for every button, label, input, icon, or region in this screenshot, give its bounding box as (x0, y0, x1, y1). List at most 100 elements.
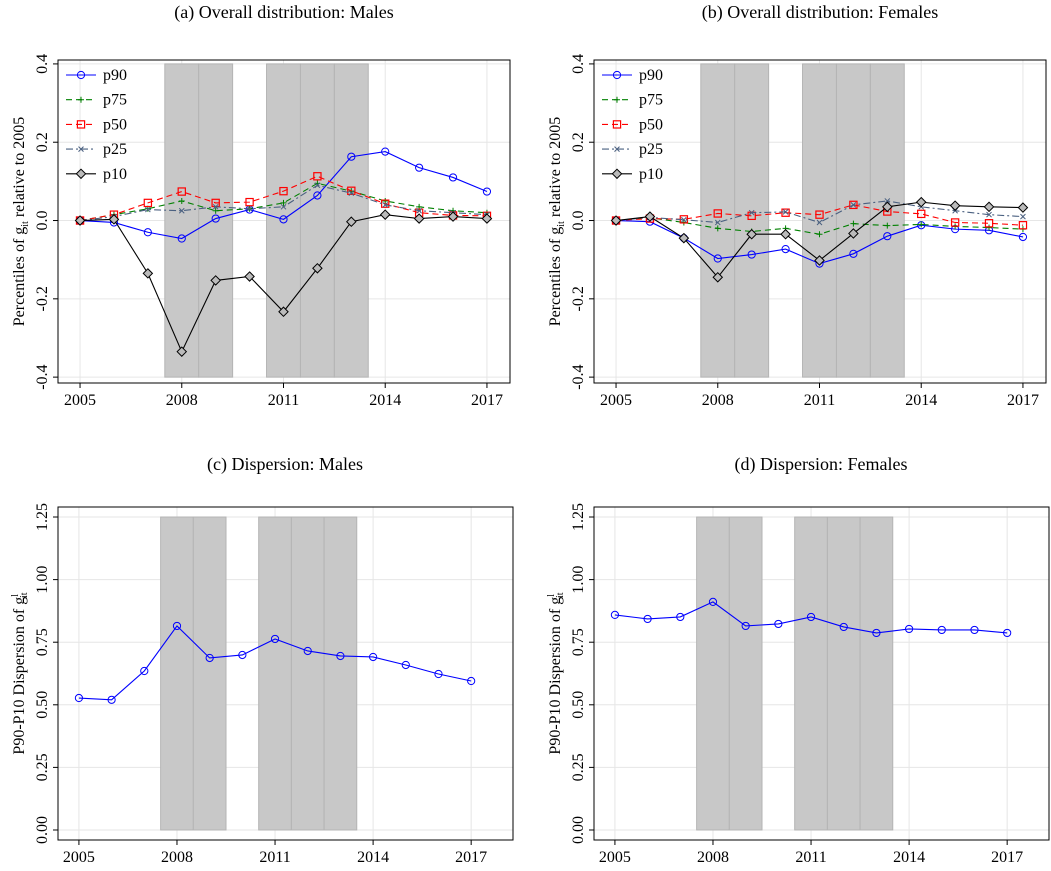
marker (447, 211, 459, 222)
marker (212, 207, 219, 214)
shaded-band (192, 516, 227, 831)
legend-label: p50 (103, 116, 127, 133)
marker (280, 199, 287, 206)
marker (849, 200, 858, 210)
marker (246, 205, 253, 212)
marker (177, 187, 186, 196)
legend-marker (75, 168, 87, 180)
shaded-band (696, 516, 730, 831)
series-line (616, 204, 1023, 226)
shaded-band (266, 63, 301, 378)
marker (872, 628, 881, 638)
marker (413, 213, 425, 224)
marker (986, 224, 993, 231)
shaded-band (802, 63, 837, 378)
marker (1017, 202, 1029, 213)
plot-frame (57, 506, 514, 841)
marker (708, 597, 718, 606)
legend-marker (611, 168, 623, 180)
marker (481, 213, 493, 224)
y-tick-label: -0.2 (34, 286, 51, 311)
marker (346, 216, 357, 228)
x-tick-label: 2008 (702, 392, 734, 409)
shaded-band (323, 516, 358, 831)
shaded-band (869, 63, 905, 378)
y-tick-label: 0.00 (34, 816, 51, 844)
chart-title: (a) Overall distribution: Males (174, 2, 393, 23)
marker (713, 209, 722, 218)
marker (850, 220, 857, 227)
y-axis-label: P90-P10 Dispersion of glit (546, 592, 566, 754)
marker (949, 200, 961, 211)
y-tick-label: 0.75 (34, 628, 51, 656)
marker (313, 172, 322, 181)
legend-marker (76, 120, 86, 129)
x-tick-label: 2005 (600, 392, 632, 409)
y-axis-label: Percentiles of git relative to 2005 (11, 117, 31, 327)
y-tick-label: 0.25 (34, 753, 51, 781)
marker (279, 186, 288, 196)
marker (849, 249, 858, 258)
marker (348, 190, 355, 196)
shaded-band (734, 63, 770, 378)
marker (905, 624, 914, 634)
chart-title: (c) Dispersion: Males (207, 454, 363, 475)
y-axis-label-part: P90-P10 Dispersion of g (11, 597, 28, 755)
marker (814, 255, 825, 266)
marker (244, 271, 255, 282)
x-tick-label: 2017 (991, 849, 1023, 866)
marker (815, 210, 824, 219)
x-tick-label: 2011 (259, 849, 290, 866)
marker (644, 211, 656, 222)
marker (714, 225, 721, 232)
marker (678, 232, 690, 244)
marker (848, 228, 859, 239)
marker (142, 268, 154, 279)
x-tick-label: 2011 (795, 849, 826, 866)
marker (610, 215, 622, 226)
shaded-band (826, 516, 861, 831)
y-tick-label: 1.25 (570, 503, 587, 531)
shaded-band (198, 63, 234, 378)
y-axis-label-part: relative to 2005 (11, 117, 28, 221)
marker (816, 219, 823, 226)
shaded-band (835, 63, 871, 378)
y-axis-label: P90-P10 Dispersion of glit (10, 592, 30, 754)
series-line (79, 175, 487, 222)
x-tick-label: 2014 (893, 849, 925, 866)
shaded-band (164, 63, 200, 378)
legend: p90 p75 p50 p25 p10 (602, 67, 663, 183)
legend-label: p50 (639, 116, 663, 133)
x-tick-label: 2014 (357, 849, 389, 866)
marker (915, 196, 927, 208)
marker (416, 207, 422, 214)
y-tick-label: 0.0 (34, 211, 51, 231)
marker (238, 650, 247, 660)
y-axis-label-part: it (556, 221, 567, 227)
marker (279, 215, 288, 224)
shaded-band (160, 516, 194, 831)
marker (983, 201, 995, 213)
x-tick-label: 2008 (166, 392, 198, 409)
marker (741, 621, 750, 631)
marker (107, 695, 116, 704)
x-tick-label: 2005 (599, 849, 631, 866)
marker (280, 203, 287, 210)
y-tick-label: 1.00 (570, 566, 587, 594)
marker (74, 215, 86, 226)
marker (205, 653, 214, 663)
x-tick-label: 2008 (161, 849, 193, 866)
marker (714, 219, 721, 226)
marker (211, 214, 220, 223)
legend-marker (612, 120, 622, 129)
marker (746, 228, 757, 240)
marker (918, 221, 925, 228)
marker (1020, 213, 1026, 220)
marker (245, 197, 254, 207)
y-axis-label-part: it (20, 221, 31, 227)
panel: 2005 2008 2011 2014 2017 -0.4 -0.2 0.0 0.2 0.4 (a)… (11, 2, 511, 409)
marker (74, 693, 84, 703)
marker (482, 187, 492, 196)
